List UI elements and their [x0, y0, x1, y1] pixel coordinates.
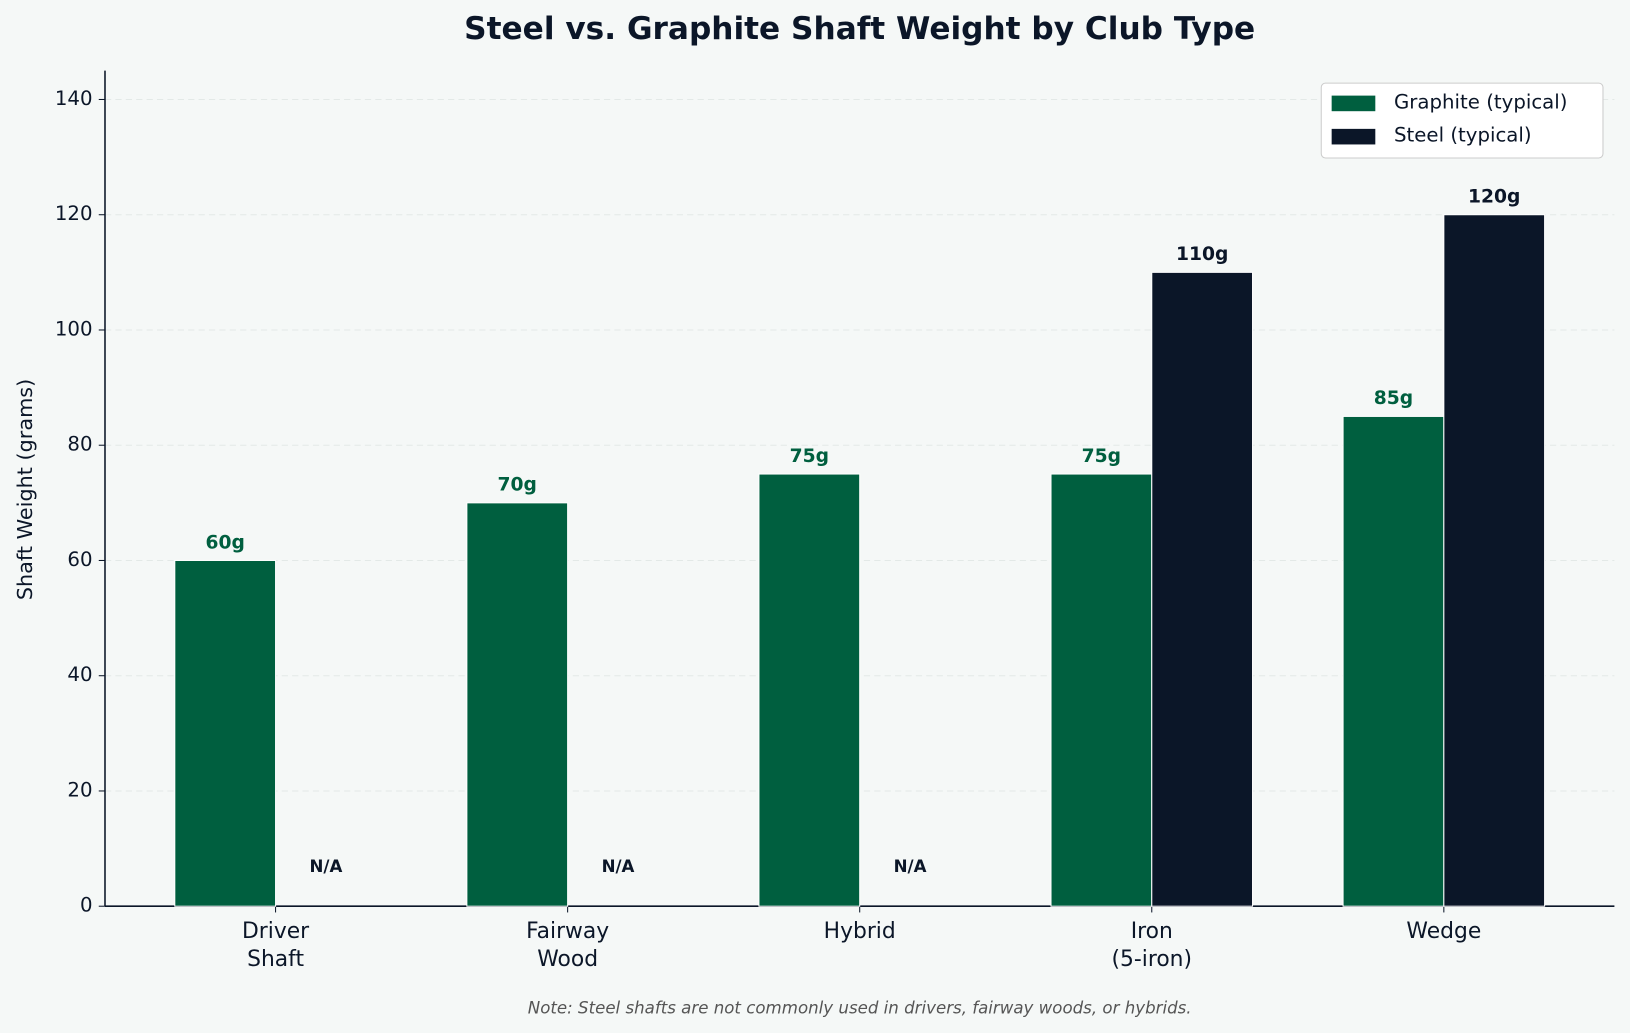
value-label: N/A [310, 857, 343, 876]
y-tick-label: 40 [67, 663, 92, 686]
y-axis-label: Shaft Weight (grams) [13, 379, 37, 600]
legend-swatch [1331, 95, 1376, 112]
y-tick-label: 140 [55, 87, 93, 110]
value-label: 70g [498, 475, 537, 496]
x-tick-label: Wedge [1406, 919, 1481, 944]
value-label: 120g [1468, 187, 1520, 208]
y-tick-label: 100 [55, 317, 93, 340]
bar [174, 559, 277, 907]
bar [1050, 473, 1153, 907]
value-label: 60g [205, 532, 244, 553]
value-label: N/A [894, 857, 927, 876]
bar [466, 502, 569, 907]
bar [1151, 271, 1254, 907]
y-tick-label: 20 [67, 778, 92, 801]
y-tick-label: 0 [80, 894, 93, 917]
bar [758, 473, 861, 907]
legend-box [1320, 82, 1604, 159]
legend-swatch [1331, 128, 1376, 145]
footnote: Note: Steel shafts are not commonly used… [528, 999, 1192, 1018]
bar [1342, 415, 1445, 907]
value-label: N/A [602, 857, 635, 876]
chart-title: Steel vs. Graphite Shaft Weight by Club … [464, 11, 1255, 47]
y-tick-label: 120 [55, 202, 93, 225]
y-tick-label: 60 [67, 548, 92, 571]
x-tick-label: Iron (5-iron) [1112, 919, 1193, 972]
legend-label: Steel (typical) [1394, 124, 1532, 147]
y-tick-label: 80 [67, 433, 92, 456]
x-tick-label: Fairway Wood [526, 919, 609, 972]
legend-label: Graphite (typical) [1394, 90, 1567, 113]
x-tick-label: Hybrid [824, 919, 896, 944]
value-label: 110g [1176, 244, 1228, 265]
value-label: 85g [1374, 388, 1413, 409]
bar [1443, 214, 1546, 907]
x-tick-label: Driver Shaft [242, 919, 309, 972]
value-label: 75g [1082, 446, 1121, 467]
value-label: 75g [790, 446, 829, 467]
